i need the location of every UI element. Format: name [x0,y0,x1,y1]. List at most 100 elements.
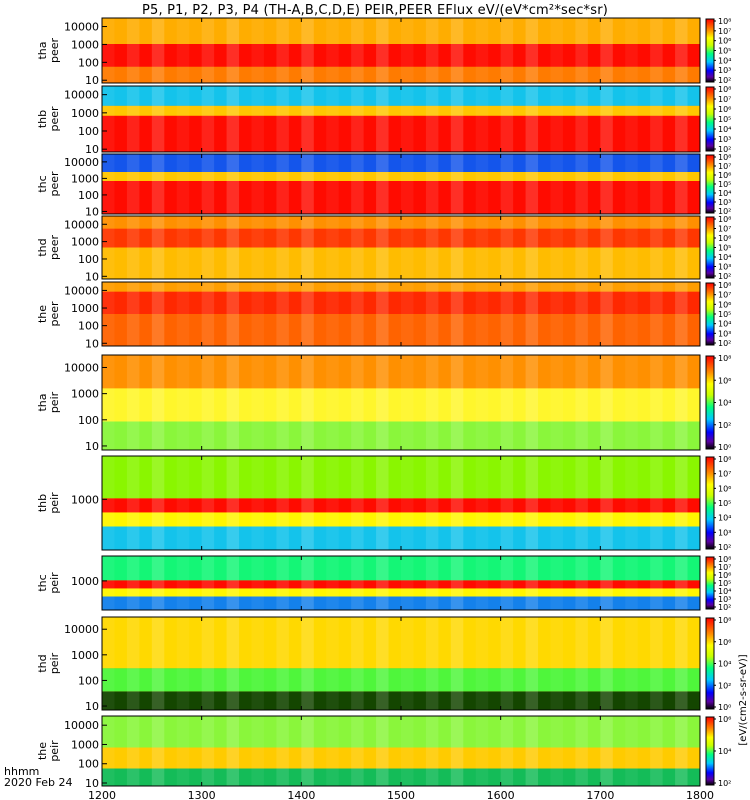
colorbar-tick-label: 10⁷ [718,27,731,36]
spectrogram-texture [376,154,389,214]
spectrogram-band [102,314,700,346]
y-tick-label: 1000 [71,38,99,51]
colorbar-tick-label: 10⁶ [718,171,731,180]
colorbar-tick-label: 10² [718,779,731,788]
colorbar-tick-label: 10⁴ [718,253,731,262]
spectrogram-texture [600,282,613,346]
spectrogram-texture [625,617,638,710]
colorbar-tick-label: 10⁵ [718,115,731,124]
spectrogram-texture [575,282,588,346]
panel-label-instrument: peer [48,171,61,197]
spectrogram-texture [650,617,663,710]
colorbar [705,282,715,346]
spectrogram-texture [351,154,364,214]
colorbar-tick-label: 10⁵ [718,180,731,189]
spectrogram-texture [401,556,414,610]
spectrogram-texture [625,355,638,450]
spectrogram-texture [326,282,339,346]
spectrogram-texture [351,18,364,83]
spectrogram-texture [126,18,140,83]
colorbar-tick-label: 10⁷ [718,563,731,572]
spectrogram-texture [126,556,140,610]
spectrogram-texture [126,154,140,214]
y-tick-label: 100 [78,674,99,687]
spectrogram-texture [401,355,414,450]
spectrogram-texture [301,18,314,83]
y-tick-label: 100 [78,758,99,771]
spectrogram-texture [675,456,688,550]
spectrogram-texture [351,216,364,279]
spectrogram-texture [401,716,414,786]
spectrogram-texture [475,456,489,550]
colorbar [705,456,715,550]
spectrogram-texture [500,716,514,786]
spectrogram-texture [600,18,613,83]
spectrogram-texture [276,154,289,214]
y-tick-label: 10000 [64,89,99,102]
spectrogram-texture [126,617,140,710]
spectrogram-texture [251,154,264,214]
y-tick-label: 1000 [71,107,99,120]
panel-label-probe: thd [36,654,49,672]
spectrogram-texture [525,617,539,710]
spectrogram-texture [650,86,663,152]
colorbar-tick-label: 10³ [718,263,731,272]
spectrogram-texture [102,456,115,550]
panel-thc-peer: 10 100 1000 10000 thc peer 10²10³10⁴10⁵10⁶10⁷1… [36,153,731,218]
colorbar-tick-label: 10⁸ [718,17,731,26]
spectrogram-texture [251,86,264,152]
colorbar [705,556,715,610]
spectrogram-texture [102,355,115,450]
y-tick-label: 10000 [64,21,99,34]
spectrogram-texture [575,216,588,279]
x-tick-label: 1700 [586,789,614,800]
spectrogram-texture [251,282,264,346]
y-tick-label: 100 [78,125,99,138]
spectrogram-texture [625,216,638,279]
panel-thd-peir: 10 100 1000 10000 thd peir 10⁰ 10² 10⁴ 10⁶ 10⁸ [36,616,731,713]
spectrogram-texture [575,154,588,214]
colorbar-tick-label: 10⁵ [718,244,731,253]
spectrogram-texture [425,86,439,152]
panel-label-instrument: peer [48,235,61,261]
spectrogram-texture [675,86,688,152]
spectrogram-texture [600,355,613,450]
colorbar-tick-label: 10³ [718,329,731,338]
colorbar-tick-label: 10⁶ [718,715,731,724]
colorbar-tick-label: 10⁶ [718,484,731,493]
spectrogram-texture [301,556,314,610]
x-tick-label: 1400 [287,789,315,800]
spectrogram-texture [450,282,464,346]
spectrogram-texture [301,86,314,152]
panel-label-probe: the [36,742,49,760]
y-tick-label: 1000 [71,575,99,588]
spectrogram-texture [276,617,289,710]
colorbar-tick-label: 10⁸ [718,215,731,224]
spectrogram-texture [226,716,240,786]
spectrogram-texture [401,216,414,279]
spectrogram-band [102,526,700,550]
spectrogram-band [102,228,700,248]
y-tick-label: 10000 [64,218,99,231]
spectrogram-band [102,86,700,106]
spectrogram-texture [276,355,289,450]
panel-thd-peer: 10 100 1000 10000 thd peer 10²10³10⁴10⁵10⁶10⁷1… [36,215,731,283]
panel-the-peir: 10 100 1000 10000 the peir 10² 10⁴ 10⁶ [36,715,731,790]
spectrogram-texture [600,216,613,279]
spectrogram-band [102,456,700,499]
spectrogram-texture [251,617,264,710]
spectrogram-texture [525,716,539,786]
colorbar-tick-label: 10⁰ [718,703,731,712]
spectrogram-texture [450,556,464,610]
spectrogram-texture [475,18,489,83]
spectrogram-texture [151,282,165,346]
panel-tha-peir: 10 100 1000 10000 tha peir 10⁰ 10² 10⁴ 10⁶ 10⁸ [36,354,731,453]
spectrogram-texture [126,355,140,450]
spectrogram-texture [401,456,414,550]
panel-label-instrument: peer [48,106,61,132]
y-tick-label: 10 [85,270,99,283]
spectrogram-texture [675,716,688,786]
spectrogram-texture [102,18,115,83]
colorbar [705,617,715,710]
spectrogram-texture [525,282,539,346]
